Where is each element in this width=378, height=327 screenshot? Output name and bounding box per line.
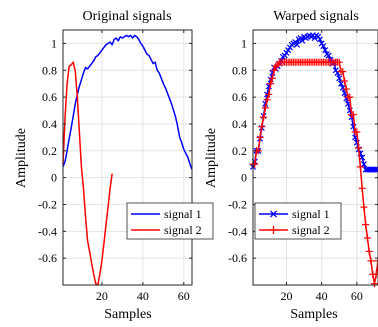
- y-tick-label: 0.2: [42, 144, 57, 158]
- panel-original: Original signals 20 40 60 -0.6 -0.4 -0.2 0 0.2 0…: [14, 9, 213, 322]
- y-tick-label: 0.6: [232, 90, 247, 104]
- x-axis-label-original: Samples: [104, 307, 151, 322]
- y-tick-label: 0.8: [42, 63, 57, 77]
- plot-area-original: [63, 30, 192, 285]
- y-tick-label: 0.6: [42, 90, 57, 104]
- y-tick-label: 0.4: [232, 117, 247, 131]
- y-tick-label: 0: [241, 171, 247, 185]
- y-tick-label: 0.8: [232, 63, 247, 77]
- legend-label-warped-signal-1: signal 1: [292, 207, 330, 221]
- legend-warped: signal 1 signal 2: [255, 203, 341, 239]
- y-tick-label: -0.2: [228, 197, 247, 211]
- y-tick-label: -0.4: [38, 224, 57, 238]
- y-axis-label-warped: Amplitude: [204, 128, 219, 188]
- x-tick-label: 60: [178, 289, 190, 303]
- panel-warped: Warped signals 20 40 60 -0.6 -0.4 -0.2 0 0.2 0.4…: [204, 9, 378, 322]
- y-tick-label: -0.6: [38, 251, 57, 265]
- chart-title-warped: Warped signals: [273, 9, 359, 24]
- y-tick-label: -0.4: [228, 224, 247, 238]
- x-tick-label: 20: [280, 289, 292, 303]
- y-tick-label: -0.2: [38, 197, 57, 211]
- legend-label-signal-2: signal 2: [164, 223, 202, 237]
- y-tick-label: 0: [51, 171, 57, 185]
- x-tick-label: 40: [137, 289, 149, 303]
- x-tick-label: 40: [316, 289, 328, 303]
- y-tick-label: 0.4: [42, 117, 57, 131]
- y-tick-label: 1: [51, 36, 57, 50]
- legend-label-warped-signal-2: signal 2: [292, 223, 330, 237]
- legend-original: signal 1 signal 2: [127, 203, 213, 239]
- y-tick-label: -0.6: [228, 251, 247, 265]
- x-axis-label-warped: Samples: [290, 307, 337, 322]
- chart-title-original: Original signals: [82, 9, 171, 24]
- legend-label-signal-1: signal 1: [164, 207, 202, 221]
- y-tick-label: 1: [241, 36, 247, 50]
- y-axis-label-original: Amplitude: [14, 128, 29, 188]
- y-tick-label: 0.2: [232, 144, 247, 158]
- x-tick-label: 20: [96, 289, 108, 303]
- x-tick-label: 60: [351, 289, 363, 303]
